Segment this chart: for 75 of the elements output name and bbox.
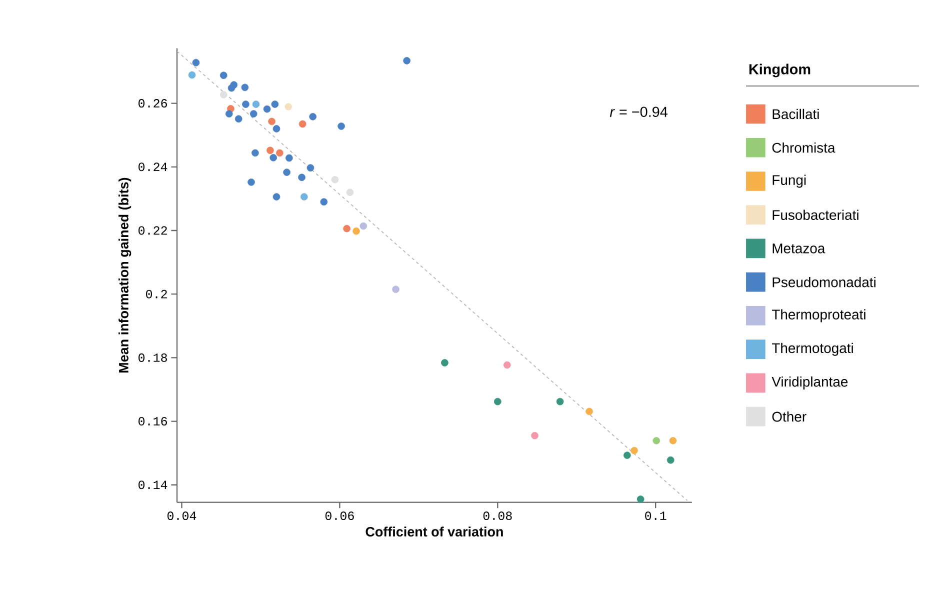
x-tick-label: 0.04 [167, 512, 196, 520]
annotation: r = −0.94 [610, 106, 668, 118]
point [338, 122, 345, 130]
point [346, 188, 354, 196]
legend-label: Thermoproteati [772, 309, 866, 322]
point [352, 228, 360, 235]
point [320, 198, 328, 206]
x-tick-label: 0.06 [325, 512, 354, 520]
point [271, 100, 279, 108]
point [298, 120, 306, 128]
point [252, 100, 260, 108]
point [285, 154, 293, 162]
point [652, 437, 660, 444]
y-tick-label: 0.22 [138, 226, 167, 235]
y-tick-label: 0.14 [138, 480, 168, 490]
legend-label: Chromista [772, 142, 836, 153]
point [403, 57, 410, 64]
legend-label: Fusobacteriati [772, 210, 858, 220]
point [242, 100, 250, 108]
point [586, 408, 593, 416]
point [360, 222, 368, 230]
legend-label: Viridiplantae [772, 376, 848, 390]
point [268, 118, 276, 126]
point [503, 361, 511, 369]
point [624, 452, 631, 460]
y-tick-label: 0.18 [138, 354, 167, 362]
point [306, 164, 314, 172]
point [192, 59, 200, 66]
legend-label: Other [772, 412, 806, 422]
point [636, 496, 644, 503]
legend-label: Bacillati [772, 108, 819, 120]
point [392, 286, 400, 294]
x-tick-label: 0.08 [483, 512, 512, 520]
point [263, 105, 271, 113]
point [276, 149, 284, 157]
point [228, 84, 236, 92]
point [343, 225, 350, 232]
point [298, 174, 306, 182]
legend-label: Fungi [772, 174, 806, 188]
legend-label: Metazoa [772, 244, 826, 254]
x-axis-title: Cofficient of variation [366, 526, 503, 537]
point [270, 154, 278, 162]
point [284, 103, 292, 111]
point [248, 178, 255, 186]
y-axis-title: Mean information gained (bits) [118, 178, 132, 373]
point [494, 398, 502, 406]
point [234, 115, 242, 123]
legend-title: Kingdom [749, 64, 810, 78]
y-tick-label: 0.16 [138, 417, 167, 426]
point [188, 71, 196, 79]
point [331, 176, 339, 184]
point [266, 146, 274, 154]
point [556, 398, 564, 406]
point [241, 84, 249, 92]
y-tick-label: 0.26 [138, 99, 167, 108]
point [300, 193, 308, 201]
point [669, 437, 677, 444]
point [252, 149, 259, 157]
point [309, 113, 316, 120]
point [250, 110, 258, 118]
x-tick-label: 0.1 [645, 512, 666, 520]
point [630, 446, 638, 454]
point [441, 359, 448, 367]
y-tick-label: 0.2 [146, 290, 167, 298]
point [225, 110, 233, 118]
point [220, 91, 228, 98]
y-tick-label: 0.24 [138, 162, 168, 172]
point [272, 125, 280, 132]
legend-label: Pseudomonadati [772, 277, 876, 288]
point [272, 193, 280, 201]
legend-label: Thermotogati [772, 342, 853, 356]
point [283, 168, 290, 176]
point [531, 432, 538, 440]
point [220, 72, 228, 80]
point [666, 456, 674, 464]
